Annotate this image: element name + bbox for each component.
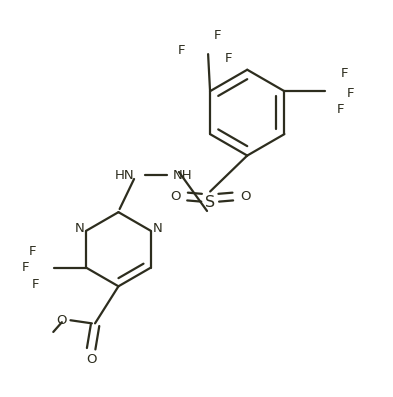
Text: F: F (22, 261, 29, 274)
Text: F: F (341, 67, 349, 80)
Text: F: F (32, 278, 39, 291)
Text: F: F (337, 104, 345, 116)
Text: N: N (74, 222, 84, 235)
Text: O: O (86, 353, 96, 366)
Text: F: F (214, 29, 222, 42)
Text: O: O (240, 190, 250, 203)
Text: S: S (205, 195, 215, 210)
Text: F: F (178, 44, 185, 57)
Text: F: F (29, 245, 36, 258)
Text: F: F (347, 87, 354, 100)
Text: HN: HN (114, 169, 134, 181)
Text: NH: NH (173, 169, 193, 181)
Text: O: O (170, 190, 180, 203)
Text: F: F (225, 52, 232, 65)
Text: O: O (56, 314, 66, 327)
Text: N: N (153, 222, 162, 235)
